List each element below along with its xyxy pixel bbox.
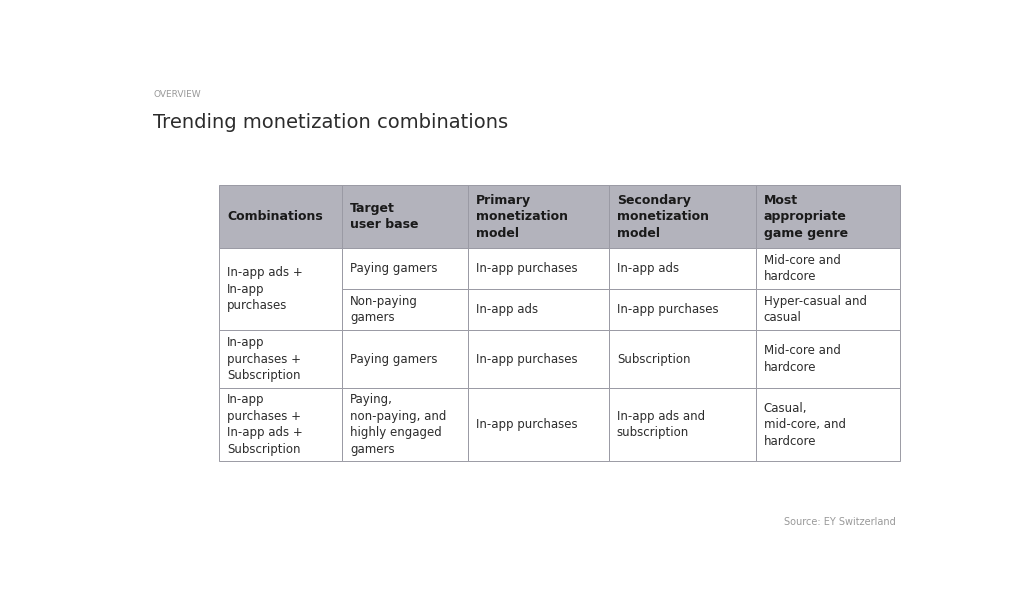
Text: Secondary
monetization
model: Secondary monetization model (616, 194, 709, 240)
Bar (609, 289, 756, 330)
Text: Target
user base: Target user base (350, 202, 419, 231)
Text: Trending monetization combinations: Trending monetization combinations (154, 112, 509, 132)
Bar (609, 185, 756, 248)
Text: Mid-core and
hardcore: Mid-core and hardcore (764, 254, 841, 283)
Text: Paying gamers: Paying gamers (350, 353, 437, 365)
Text: In-app ads: In-app ads (475, 303, 538, 316)
Bar (219, 388, 342, 461)
Text: In-app ads and
subscription: In-app ads and subscription (616, 410, 705, 439)
Text: In-app ads +
In-app
purchases: In-app ads + In-app purchases (227, 266, 303, 312)
Text: In-app
purchases +
Subscription: In-app purchases + Subscription (227, 336, 301, 382)
Bar (468, 330, 609, 388)
Bar (219, 330, 342, 388)
Text: In-app purchases: In-app purchases (475, 418, 578, 431)
Text: In-app purchases: In-app purchases (475, 262, 578, 275)
Bar (609, 330, 756, 388)
Text: Hyper-casual and
casual: Hyper-casual and casual (764, 295, 866, 324)
Text: OVERVIEW: OVERVIEW (154, 90, 201, 98)
Text: Source: EY Switzerland: Source: EY Switzerland (784, 517, 896, 527)
Text: Mid-core and
hardcore: Mid-core and hardcore (764, 344, 841, 374)
Bar (756, 248, 900, 289)
Bar (468, 185, 609, 248)
Bar (609, 388, 756, 461)
Bar (219, 185, 342, 248)
Bar (342, 248, 468, 289)
Text: Most
appropriate
game genre: Most appropriate game genre (764, 194, 848, 240)
Bar (468, 388, 609, 461)
Text: Combinations: Combinations (227, 210, 323, 223)
Bar (342, 185, 468, 248)
Bar (756, 388, 900, 461)
Text: Casual,
mid-core, and
hardcore: Casual, mid-core, and hardcore (764, 402, 846, 447)
Bar (342, 330, 468, 388)
Text: Primary
monetization
model: Primary monetization model (475, 194, 567, 240)
Bar (468, 289, 609, 330)
Text: Subscription: Subscription (616, 353, 690, 365)
Bar (219, 248, 342, 330)
Text: Paying,
non-paying, and
highly engaged
gamers: Paying, non-paying, and highly engaged g… (350, 393, 446, 456)
Bar (342, 388, 468, 461)
Text: In-app purchases: In-app purchases (475, 353, 578, 365)
Text: In-app ads: In-app ads (616, 262, 679, 275)
Text: In-app purchases: In-app purchases (616, 303, 719, 316)
Text: Non-paying
gamers: Non-paying gamers (350, 295, 418, 324)
Bar (468, 248, 609, 289)
Text: In-app
purchases +
In-app ads +
Subscription: In-app purchases + In-app ads + Subscrip… (227, 393, 303, 456)
Bar (609, 248, 756, 289)
Bar (756, 330, 900, 388)
Bar (756, 185, 900, 248)
Text: Paying gamers: Paying gamers (350, 262, 437, 275)
Bar (342, 289, 468, 330)
Bar (756, 289, 900, 330)
